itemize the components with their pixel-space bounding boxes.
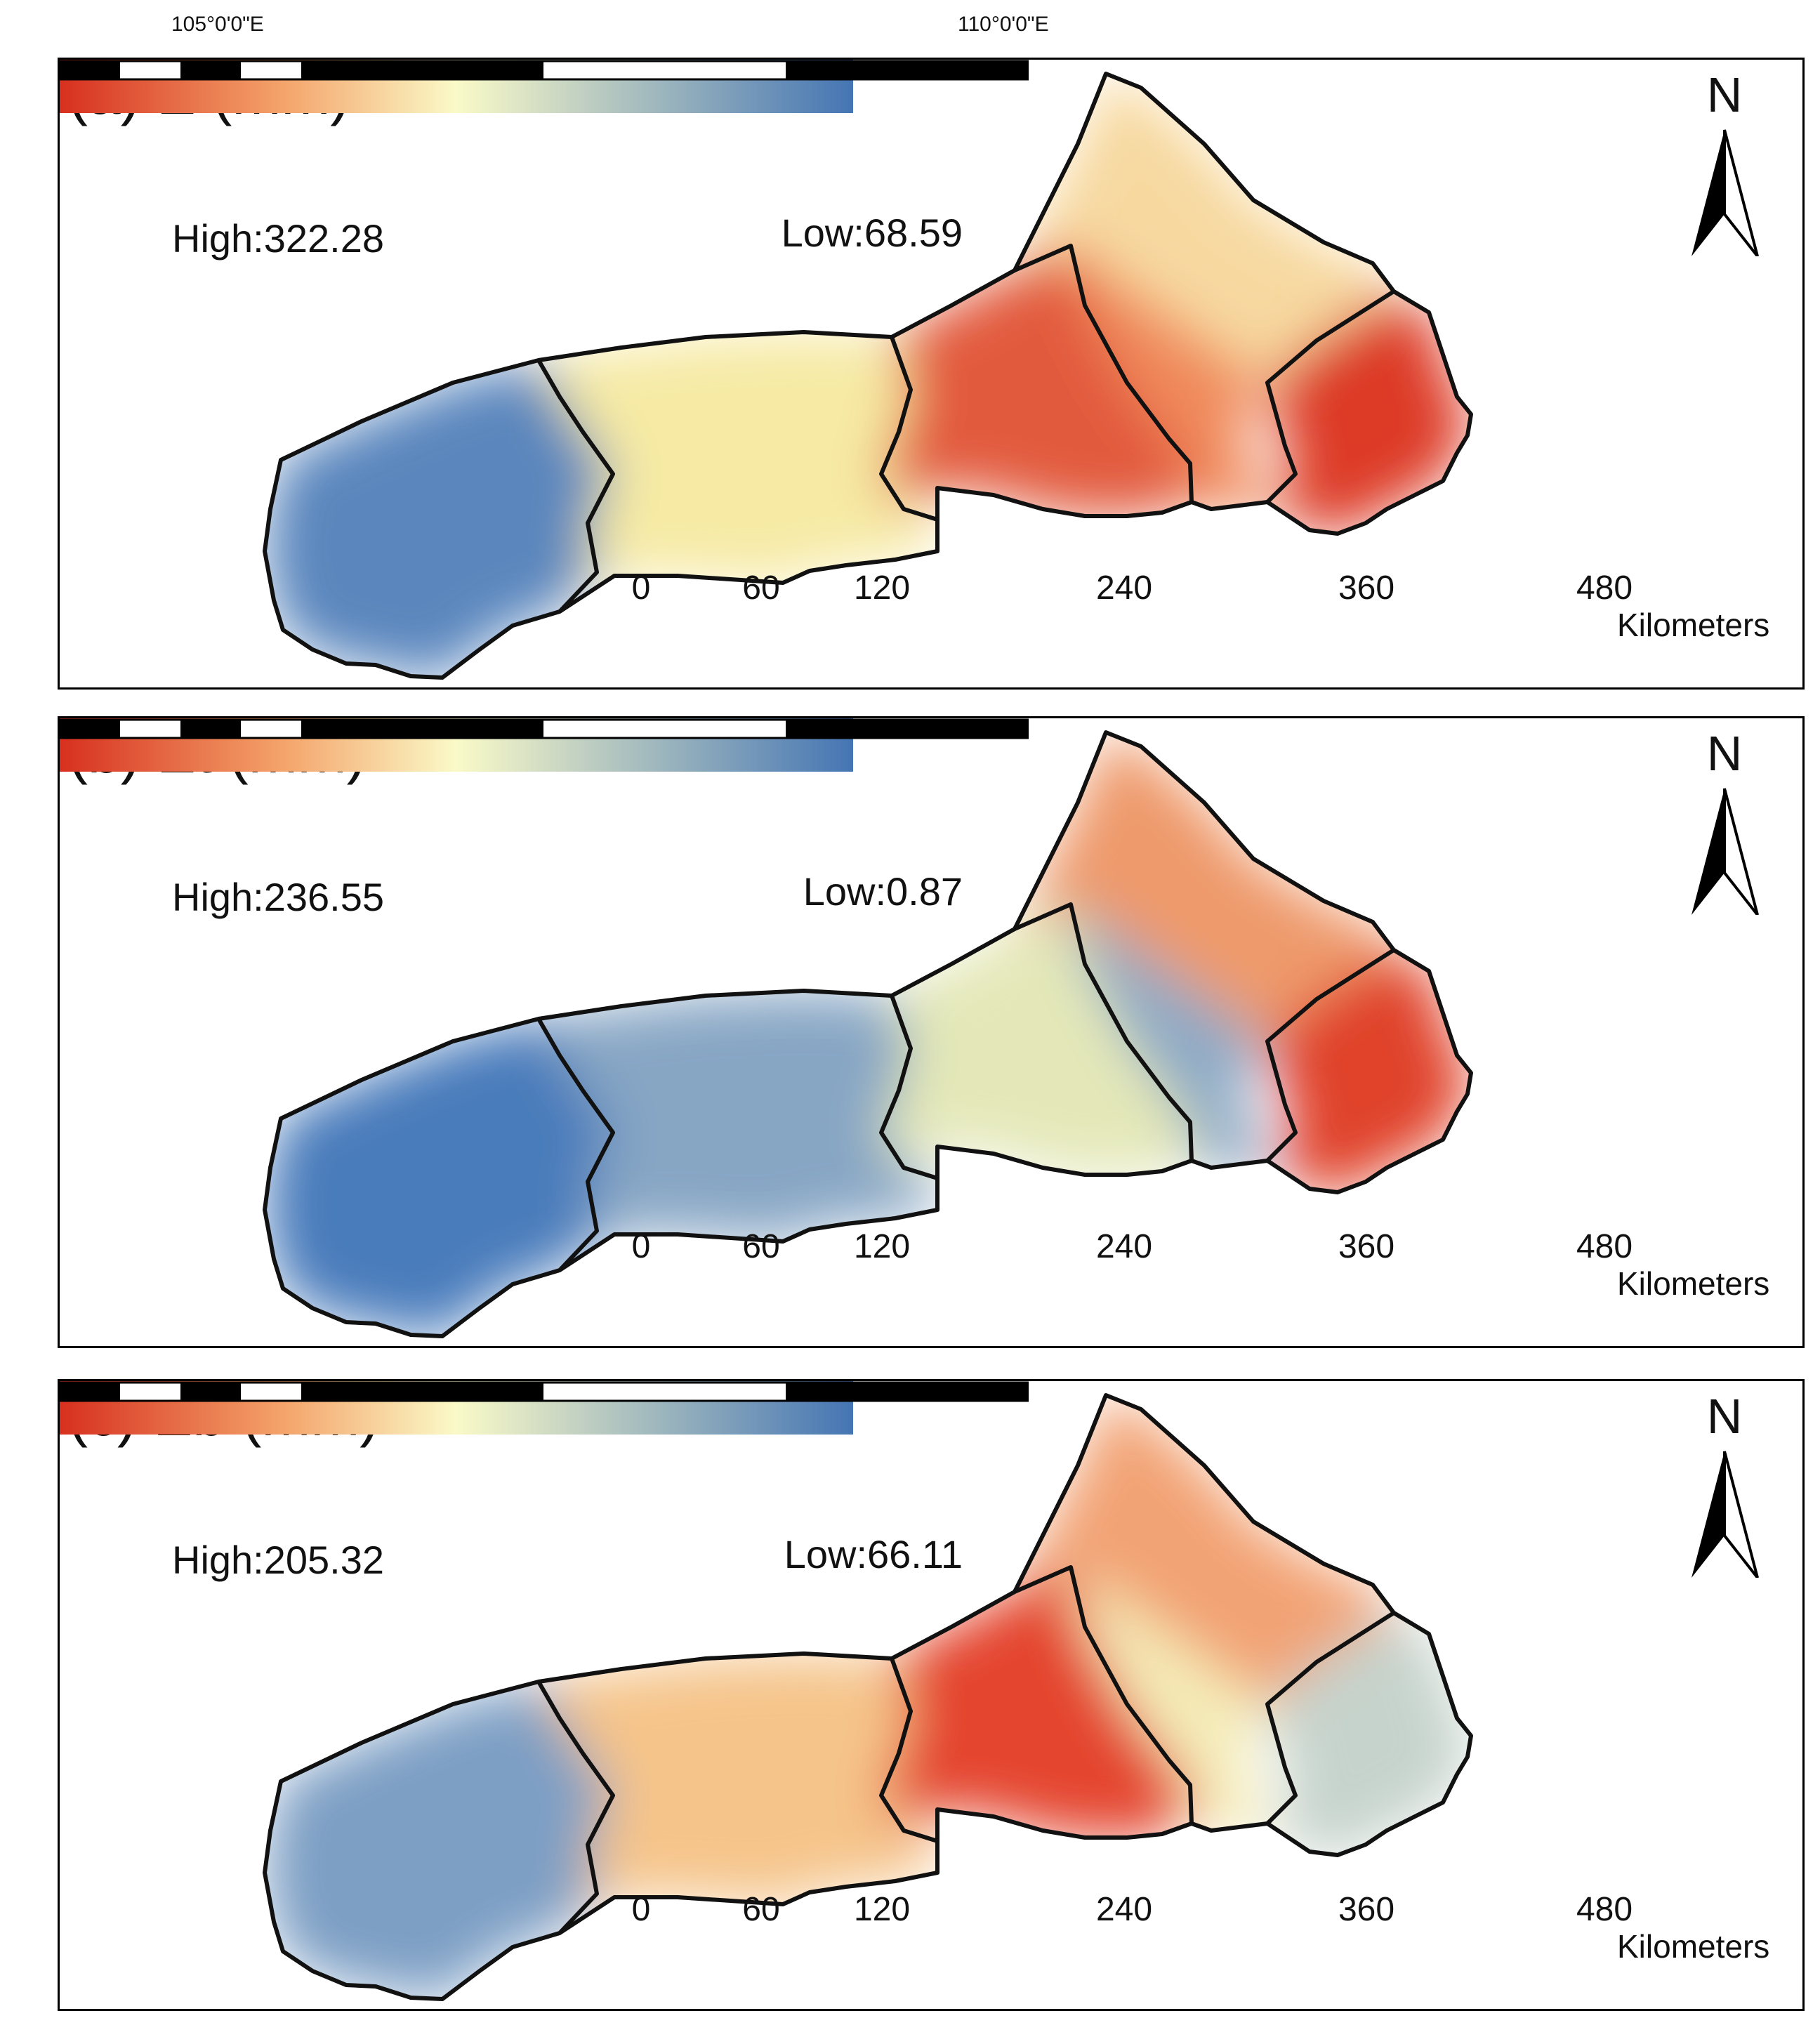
scale-tick: 240 xyxy=(1095,1891,1153,1928)
north-arrow: N xyxy=(1686,725,1763,915)
region-fill-1 xyxy=(265,1682,613,1999)
north-arrow: N xyxy=(1686,67,1763,256)
region-outline xyxy=(263,730,1473,1338)
north-arrow-icon xyxy=(1692,1451,1759,1578)
map-panel-a: (a) E (mm) High:322.28 Low:68.59 43°0'0"… xyxy=(58,58,1805,690)
region-fill-2 xyxy=(539,1654,937,1933)
north-arrow-letter: N xyxy=(1706,1389,1743,1444)
region-boundary xyxy=(1265,1611,1395,1826)
scale-tick: 0 xyxy=(631,1228,651,1265)
region-boundary xyxy=(1013,244,1194,503)
map-panel-c: (c) Eb (mm) High:205.32 Low:66.11 43°0'0… xyxy=(58,1379,1805,2011)
region-fill-1 xyxy=(265,360,613,678)
scale-tick: 120 xyxy=(853,1228,911,1265)
map-canvas xyxy=(263,72,1473,680)
scale-tick: 480 xyxy=(1576,1228,1633,1265)
region-fill-1 xyxy=(265,1019,613,1336)
region-boundary xyxy=(879,994,938,1180)
region-boundary xyxy=(536,1680,615,1935)
scale-unit: Kilometers xyxy=(1617,1928,1770,1965)
region-boundary xyxy=(1013,902,1194,1161)
scale-tick: 240 xyxy=(1095,1228,1153,1265)
colorbar-low-label: Low:66.11 xyxy=(784,1532,963,1576)
colorbar-low-label: Low:68.59 xyxy=(781,211,963,255)
scale-bar xyxy=(60,60,1029,81)
scale-tick: 120 xyxy=(853,1891,911,1928)
region-fill-5 xyxy=(1071,904,1267,1175)
scale-tick: 120 xyxy=(853,569,911,607)
scale-tick: 60 xyxy=(742,1891,780,1928)
north-arrow-icon xyxy=(1692,788,1759,915)
north-arrow-letter: N xyxy=(1706,726,1743,781)
map-canvas xyxy=(263,730,1473,1338)
scale-tick: 360 xyxy=(1338,1228,1395,1265)
region-fill-4 xyxy=(1015,74,1394,463)
colorbar-high-label: High:322.28 xyxy=(172,216,385,261)
region-boundary xyxy=(536,359,615,614)
scale-tick: 360 xyxy=(1338,1891,1395,1928)
region-fill-2 xyxy=(539,332,937,612)
scale-bar xyxy=(60,1381,1029,1402)
scale-tick: 240 xyxy=(1095,569,1153,607)
north-arrow-letter: N xyxy=(1706,67,1743,122)
map-canvas xyxy=(263,1393,1473,2001)
region-boundary xyxy=(1265,948,1395,1163)
north-arrow: N xyxy=(1686,1388,1763,1578)
region-boundary xyxy=(1013,1565,1194,1824)
north-arrow-icon xyxy=(1692,129,1759,256)
region-fill-2 xyxy=(539,991,937,1270)
region-boundary xyxy=(879,1657,938,1843)
region-fill-4 xyxy=(1015,1395,1394,1785)
scale-unit: Kilometers xyxy=(1617,607,1770,643)
region-fill-3 xyxy=(881,246,1192,516)
region-outline xyxy=(263,1393,1473,2001)
colorbar-low-label: Low:0.87 xyxy=(803,869,963,914)
region-fill-3 xyxy=(881,904,1192,1175)
region-boundary xyxy=(879,336,938,522)
longitude-label-110: 110°0'0"E xyxy=(958,13,1049,36)
region-boundary xyxy=(1265,289,1395,504)
map-panel-b: (b) Et (mm) High:236.55 Low:0.87 43°0'0"… xyxy=(58,716,1805,1348)
scale-tick: 480 xyxy=(1576,1891,1633,1928)
colorbar-high-label: High:236.55 xyxy=(172,875,385,919)
scale-tick: 0 xyxy=(631,569,651,607)
scale-tick: 60 xyxy=(742,569,780,607)
region-fill-5 xyxy=(1071,246,1267,516)
scale-tick: 60 xyxy=(742,1228,780,1265)
region-fill-5 xyxy=(1071,1567,1267,1838)
region-fill-4 xyxy=(1015,732,1394,1122)
region-outline xyxy=(263,72,1473,680)
scale-tick: 360 xyxy=(1338,569,1395,607)
longitude-label-105: 105°0'0"E xyxy=(171,13,264,36)
region-fill-6 xyxy=(1267,950,1471,1192)
scale-tick: 0 xyxy=(631,1891,651,1928)
scale-tick: 480 xyxy=(1576,569,1633,607)
region-boundary xyxy=(536,1017,615,1272)
region-fill-3 xyxy=(881,1567,1192,1838)
scale-bar xyxy=(60,718,1029,739)
scale-unit: Kilometers xyxy=(1617,1265,1770,1302)
region-fill-6 xyxy=(1267,291,1471,534)
region-fill-6 xyxy=(1267,1613,1471,1855)
colorbar-high-label: High:205.32 xyxy=(172,1538,385,1582)
